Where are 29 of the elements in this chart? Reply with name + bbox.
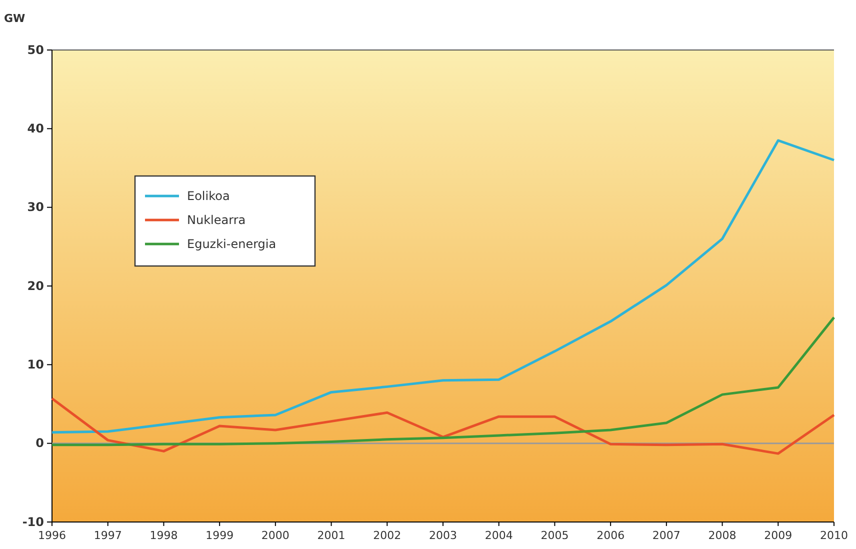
y-tick-label: 20: [27, 278, 44, 293]
legend-label: Eolikoa: [187, 189, 230, 203]
y-tick-label: 50: [27, 42, 44, 57]
x-tick-label: 2002: [373, 528, 402, 542]
x-tick-label: 2008: [708, 528, 736, 542]
legend-label: Nuklearra: [187, 213, 246, 227]
x-tick-label: 1997: [94, 528, 122, 542]
line-series: [50, 139, 836, 434]
y-tick-label: -10: [22, 514, 44, 529]
y-tick-label: 40: [27, 122, 44, 136]
x-tick-label: 1999: [206, 528, 234, 542]
x-tick-label: 2006: [596, 528, 625, 542]
x-tick-label: 2009: [764, 528, 792, 542]
line-series: [50, 316, 836, 446]
y-axis-title: GW: [4, 12, 26, 25]
x-tick-label: 2007: [652, 528, 680, 542]
x-tick-label: 2010: [820, 528, 848, 542]
y-tick-label: 30: [27, 200, 44, 214]
legend-label: Eguzki-energia: [187, 237, 276, 251]
x-tick-label: 1996: [38, 528, 66, 542]
y-tick-label: 10: [27, 358, 44, 372]
y-tick-label: 0: [36, 436, 44, 450]
line-series: [50, 397, 836, 455]
x-tick-label: 1998: [150, 528, 178, 542]
x-tick-label: 2005: [540, 528, 569, 542]
x-tick-label: 2001: [317, 528, 346, 542]
x-tick-label: 2004: [484, 528, 513, 542]
x-tick-label: 2000: [261, 528, 290, 542]
x-tick-label: 2003: [429, 528, 457, 542]
